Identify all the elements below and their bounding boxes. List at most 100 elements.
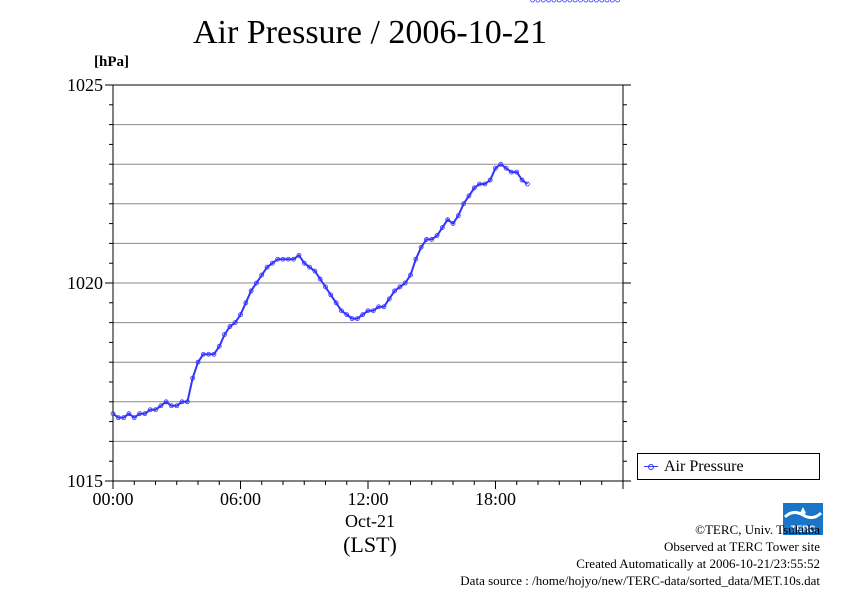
data-point <box>413 256 419 262</box>
x-tick-label: 12:00 <box>347 489 388 509</box>
chart-title: Air Pressure / 2006-10-21 <box>192 14 548 51</box>
data-point <box>323 284 328 290</box>
data-point <box>312 268 318 274</box>
data-point <box>599 0 605 3</box>
y-tick-label: 1015 <box>67 471 103 491</box>
data-point <box>615 0 621 3</box>
data-point <box>408 272 413 278</box>
data-point <box>238 312 243 318</box>
data-point <box>328 292 334 298</box>
terc-logo-icon: TERC <box>783 503 823 535</box>
x-axis-timezone-label: (LST) <box>343 532 397 557</box>
data-point <box>429 237 435 242</box>
data-point <box>439 225 445 230</box>
data-point <box>503 165 509 171</box>
data-point <box>466 193 472 199</box>
data-point <box>402 280 408 286</box>
data-point <box>317 276 323 282</box>
data-point <box>126 411 132 417</box>
data-point <box>360 312 366 318</box>
data-point <box>376 304 382 310</box>
data-point <box>137 411 142 417</box>
data-point <box>339 308 344 314</box>
data-point <box>254 280 259 286</box>
data-point <box>195 359 201 365</box>
data-point <box>110 411 116 417</box>
data-point <box>562 0 567 3</box>
data-point <box>530 0 536 3</box>
data-point <box>424 237 429 242</box>
data-point <box>121 415 127 421</box>
data-point <box>248 288 254 294</box>
data-point <box>583 0 589 3</box>
x-axis-date-label: Oct-21 <box>345 511 395 531</box>
data-point <box>514 169 520 175</box>
data-point <box>418 244 424 250</box>
data-point <box>169 403 174 409</box>
logo-text: TERC <box>791 524 816 534</box>
data-point <box>153 407 158 413</box>
y-tick-labels: 1015 1020 1025 <box>67 75 103 491</box>
data-point <box>461 201 467 207</box>
data-point <box>147 407 153 413</box>
data-point <box>200 351 206 357</box>
data-point <box>184 399 190 405</box>
data-point <box>498 161 504 167</box>
data-point <box>296 252 302 258</box>
data-point <box>227 324 233 329</box>
data-point <box>477 181 482 187</box>
data-point <box>572 0 578 3</box>
data-point <box>519 177 525 183</box>
data-point <box>354 316 360 322</box>
credit-site: Observed at TERC Tower site <box>663 539 820 554</box>
data-point <box>280 256 286 262</box>
data-point <box>131 415 137 421</box>
credits-block: ©TERC, Univ. Tsukuba Observed at TERC To… <box>460 521 820 589</box>
data-point <box>158 403 164 409</box>
data-point <box>487 177 493 183</box>
x-tick-label: 00:00 <box>92 489 133 509</box>
axis-ticks <box>105 84 631 489</box>
data-point <box>370 308 376 314</box>
data-point <box>301 260 307 266</box>
data-point <box>365 308 371 314</box>
data-point <box>381 304 387 310</box>
data-point <box>482 181 488 187</box>
data-point <box>445 217 451 223</box>
data-point <box>551 0 557 3</box>
credit-copyright: ©TERC, Univ. Tsukuba <box>695 522 820 537</box>
x-tick-labels: 00:00 06:00 12:00 18:00 <box>92 489 516 509</box>
data-point <box>142 411 148 417</box>
data-point <box>397 284 403 290</box>
x-tick-label: 06:00 <box>220 489 261 509</box>
data-point <box>264 264 270 270</box>
data-point <box>471 185 477 191</box>
data-point <box>232 320 238 326</box>
data-point <box>115 415 121 421</box>
data-point <box>535 0 541 3</box>
data-point <box>285 256 291 262</box>
data-point <box>269 260 275 266</box>
y-axis-unit: [hPa] <box>94 54 129 70</box>
x-tick-label: 18:00 <box>475 489 516 509</box>
data-point <box>386 296 392 302</box>
data-point <box>434 233 440 238</box>
data-point <box>174 403 180 409</box>
data-point <box>540 0 546 3</box>
data-point <box>190 375 196 381</box>
data-point <box>349 316 355 322</box>
y-tick-label: 1020 <box>67 273 103 293</box>
data-point <box>307 264 312 270</box>
legend-label: Air Pressure <box>664 457 744 475</box>
data-point <box>243 300 249 306</box>
data-point <box>509 169 514 175</box>
data-point <box>493 165 498 171</box>
data-point <box>222 332 227 337</box>
data-point <box>578 0 583 3</box>
data-point <box>163 399 169 405</box>
data-point <box>556 0 562 3</box>
data-point <box>450 221 456 227</box>
data-point <box>546 0 552 3</box>
data-point <box>216 343 222 349</box>
